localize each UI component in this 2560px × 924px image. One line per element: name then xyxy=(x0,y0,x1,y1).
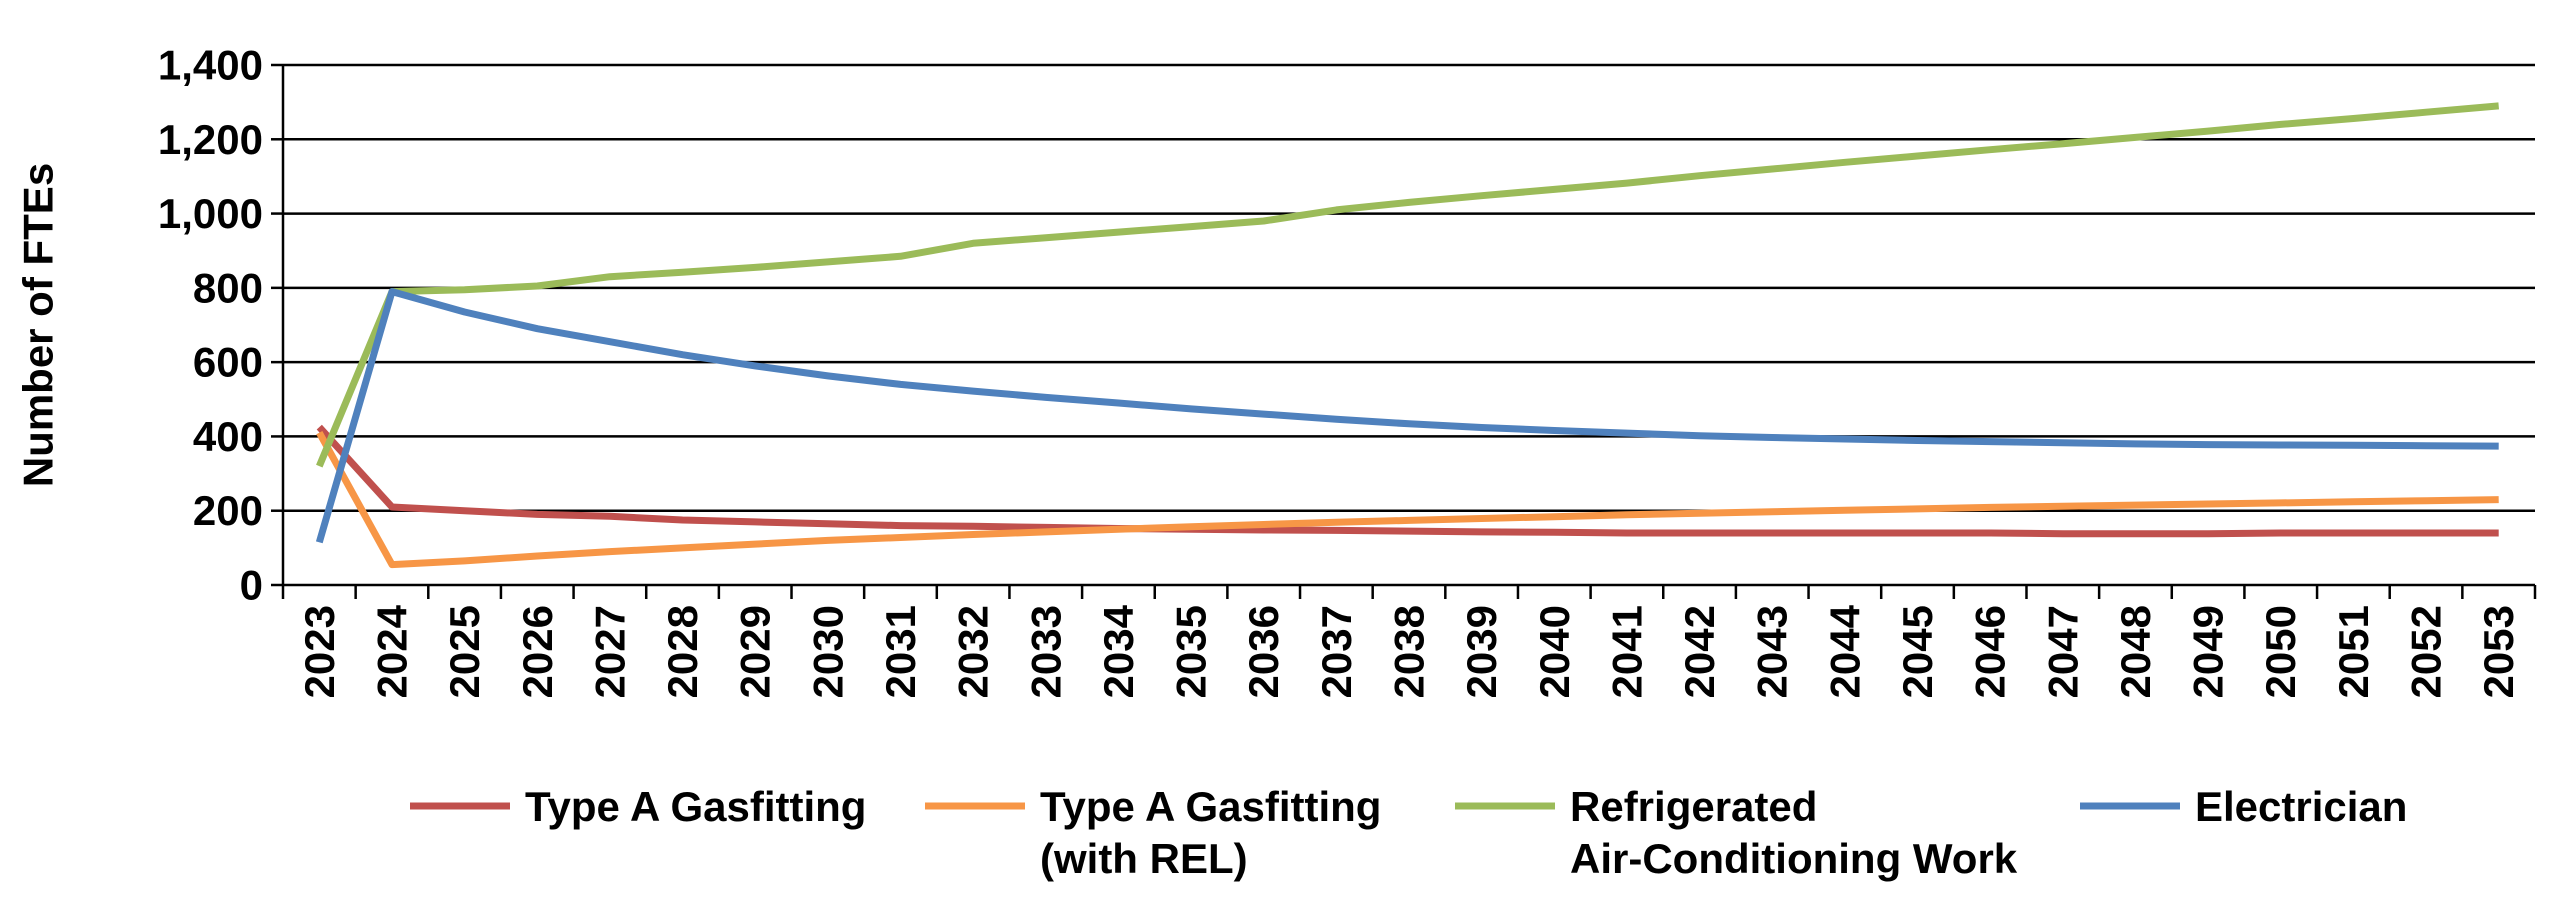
x-tick-label: 2040 xyxy=(1531,605,1578,698)
series-line-2 xyxy=(316,431,2499,569)
legend-label-line: Type A Gasfitting xyxy=(1040,783,1381,830)
x-tick-label: 2045 xyxy=(1894,605,1941,698)
x-tick-label: 2033 xyxy=(1022,605,1069,698)
x-tick-label: 2024 xyxy=(368,604,415,698)
legend-label-line: Refrigerated xyxy=(1570,783,1817,830)
x-tick-label: 2043 xyxy=(1749,605,1796,698)
series-line-1 xyxy=(316,424,2499,538)
axes xyxy=(281,65,2535,587)
x-tick-label: 2039 xyxy=(1458,605,1505,698)
x-tick-label: 2034 xyxy=(1095,604,1142,698)
x-tick-label: 2026 xyxy=(514,605,561,698)
x-tick-label: 2023 xyxy=(296,605,343,698)
x-tick-label: 2038 xyxy=(1386,605,1433,698)
x-tick-label: 2050 xyxy=(2257,605,2304,698)
x-tick-label: 2030 xyxy=(804,605,851,698)
y-tick-label: 800 xyxy=(193,264,263,311)
x-tick-label: 2049 xyxy=(2185,605,2232,698)
legend-label-line: (with REL) xyxy=(1040,835,1248,882)
x-tick-label: 2051 xyxy=(2330,605,2377,698)
x-tick-label: 2042 xyxy=(1676,605,1723,698)
legend-label-line: Electrician xyxy=(2195,783,2407,830)
y-tick-label: 200 xyxy=(193,487,263,534)
legend-label-2: Type A Gasfitting (with REL) xyxy=(1040,783,1381,882)
y-axis-title: Number of FTEs xyxy=(15,163,62,487)
x-tick-label: 2044 xyxy=(1821,604,1868,698)
x-tick-label: 2041 xyxy=(1603,605,1650,698)
series-line-4 xyxy=(315,288,2499,544)
x-tick-label: 2047 xyxy=(2039,605,2086,698)
legend-label-line: Air-Conditioning Work xyxy=(1570,835,2018,882)
y-tick-label: 600 xyxy=(193,339,263,386)
y-tick-label: 400 xyxy=(193,413,263,460)
y-tick-label: 0 xyxy=(240,562,263,609)
gridlines xyxy=(283,63,2535,512)
x-tick-label: 2032 xyxy=(950,605,997,698)
legend-label-3: Refrigerated Air-Conditioning Work xyxy=(1570,783,2018,882)
x-tick-label: 2036 xyxy=(1240,605,1287,698)
x-tick-label: 2031 xyxy=(877,605,924,698)
x-tick-label: 2027 xyxy=(586,605,633,698)
x-tick-label: 2037 xyxy=(1313,605,1360,698)
x-tick-label: 2052 xyxy=(2403,605,2450,698)
x-tick-label: 2035 xyxy=(1168,605,1215,698)
legend-label-1: Type A Gasfitting xyxy=(525,783,866,830)
y-tick-label: 1,000 xyxy=(158,190,263,237)
series-line-3 xyxy=(316,102,2500,468)
y-axis-ticks: 0 200 400 600 800 1,000 1,200 1,400 xyxy=(158,42,283,609)
x-tick-label: 2046 xyxy=(1967,605,2014,698)
x-tick-label: 2025 xyxy=(441,605,488,698)
legend: Type A Gasfitting Type A Gasfitting (with … xyxy=(410,783,2407,882)
y-tick-label: 1,400 xyxy=(158,42,263,89)
legend-label-line: Type A Gasfitting xyxy=(525,783,866,830)
x-tick-label: 2053 xyxy=(2475,605,2522,698)
x-axis-ticks: 2023 2024 2025 2026 2027 2028 2029 2030 2031 2032… xyxy=(281,585,2537,698)
series-lines xyxy=(315,102,2500,569)
x-tick-label: 2028 xyxy=(659,605,706,698)
x-tick-label: 2029 xyxy=(732,605,779,698)
x-tick-label: 2048 xyxy=(2112,605,2159,698)
y-tick-label: 1,200 xyxy=(158,116,263,163)
legend-label-4: Electrician xyxy=(2195,783,2407,830)
